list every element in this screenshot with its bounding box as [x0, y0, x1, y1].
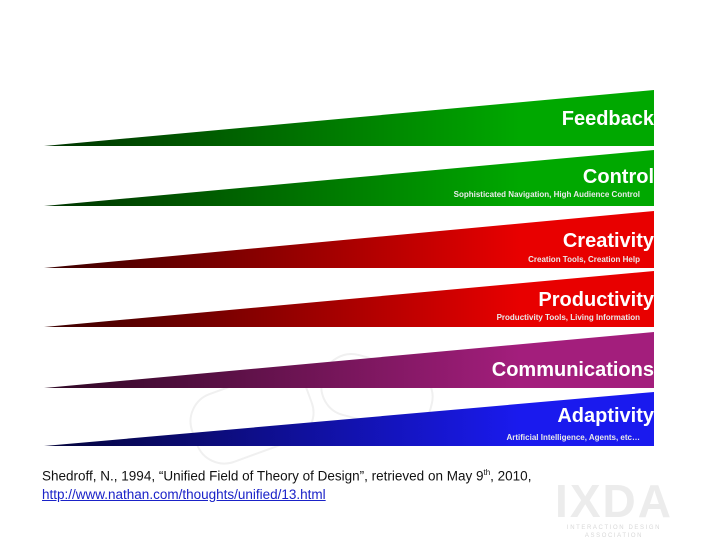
- band-title-communications: Communications: [491, 359, 654, 381]
- citation-suffix: , 2010,: [490, 468, 532, 484]
- wedge-productivity: [44, 271, 654, 327]
- citation-link[interactable]: http://www.nathan.com/thoughts/unified/1…: [42, 486, 326, 502]
- band-subtitle-adaptivity: Artificial Intelligence, Agents, etc…: [506, 433, 640, 442]
- citation-text: Shedroff, N., 1994, “Unified Field of Th…: [42, 464, 531, 486]
- wedge-creativity: [44, 211, 654, 268]
- band-subtitle-productivity: Productivity Tools, Living Information: [496, 313, 640, 322]
- citation-prefix: Shedroff, N., 1994, “Unified Field of Th…: [42, 468, 484, 484]
- band-subtitle-creativity: Creation Tools, Creation Help: [528, 255, 640, 264]
- ixda-logo: IXDA INTERACTION DESIGN ASSOCIATION: [548, 475, 680, 539]
- citation: Shedroff, N., 1994, “Unified Field of Th…: [42, 464, 531, 504]
- wedge-communications: [44, 332, 654, 388]
- band-title-productivity: Productivity: [538, 289, 654, 311]
- band-title-creativity: Creativity: [562, 230, 654, 252]
- wedge-feedback: [44, 90, 654, 146]
- wedge-control: [44, 150, 654, 206]
- band-title-control: Control: [582, 166, 654, 188]
- band-subtitle-control: Sophisticated Navigation, High Audience …: [453, 190, 640, 199]
- band-title-adaptivity: Adaptivity: [557, 405, 654, 427]
- wedge-adaptivity: [44, 392, 654, 446]
- citation-superscript: th: [483, 468, 491, 477]
- logo-mark: IXDA: [555, 475, 673, 527]
- logo-tagline: INTERACTION DESIGN ASSOCIATION: [566, 525, 662, 539]
- band-title-feedback: Feedback: [561, 108, 654, 130]
